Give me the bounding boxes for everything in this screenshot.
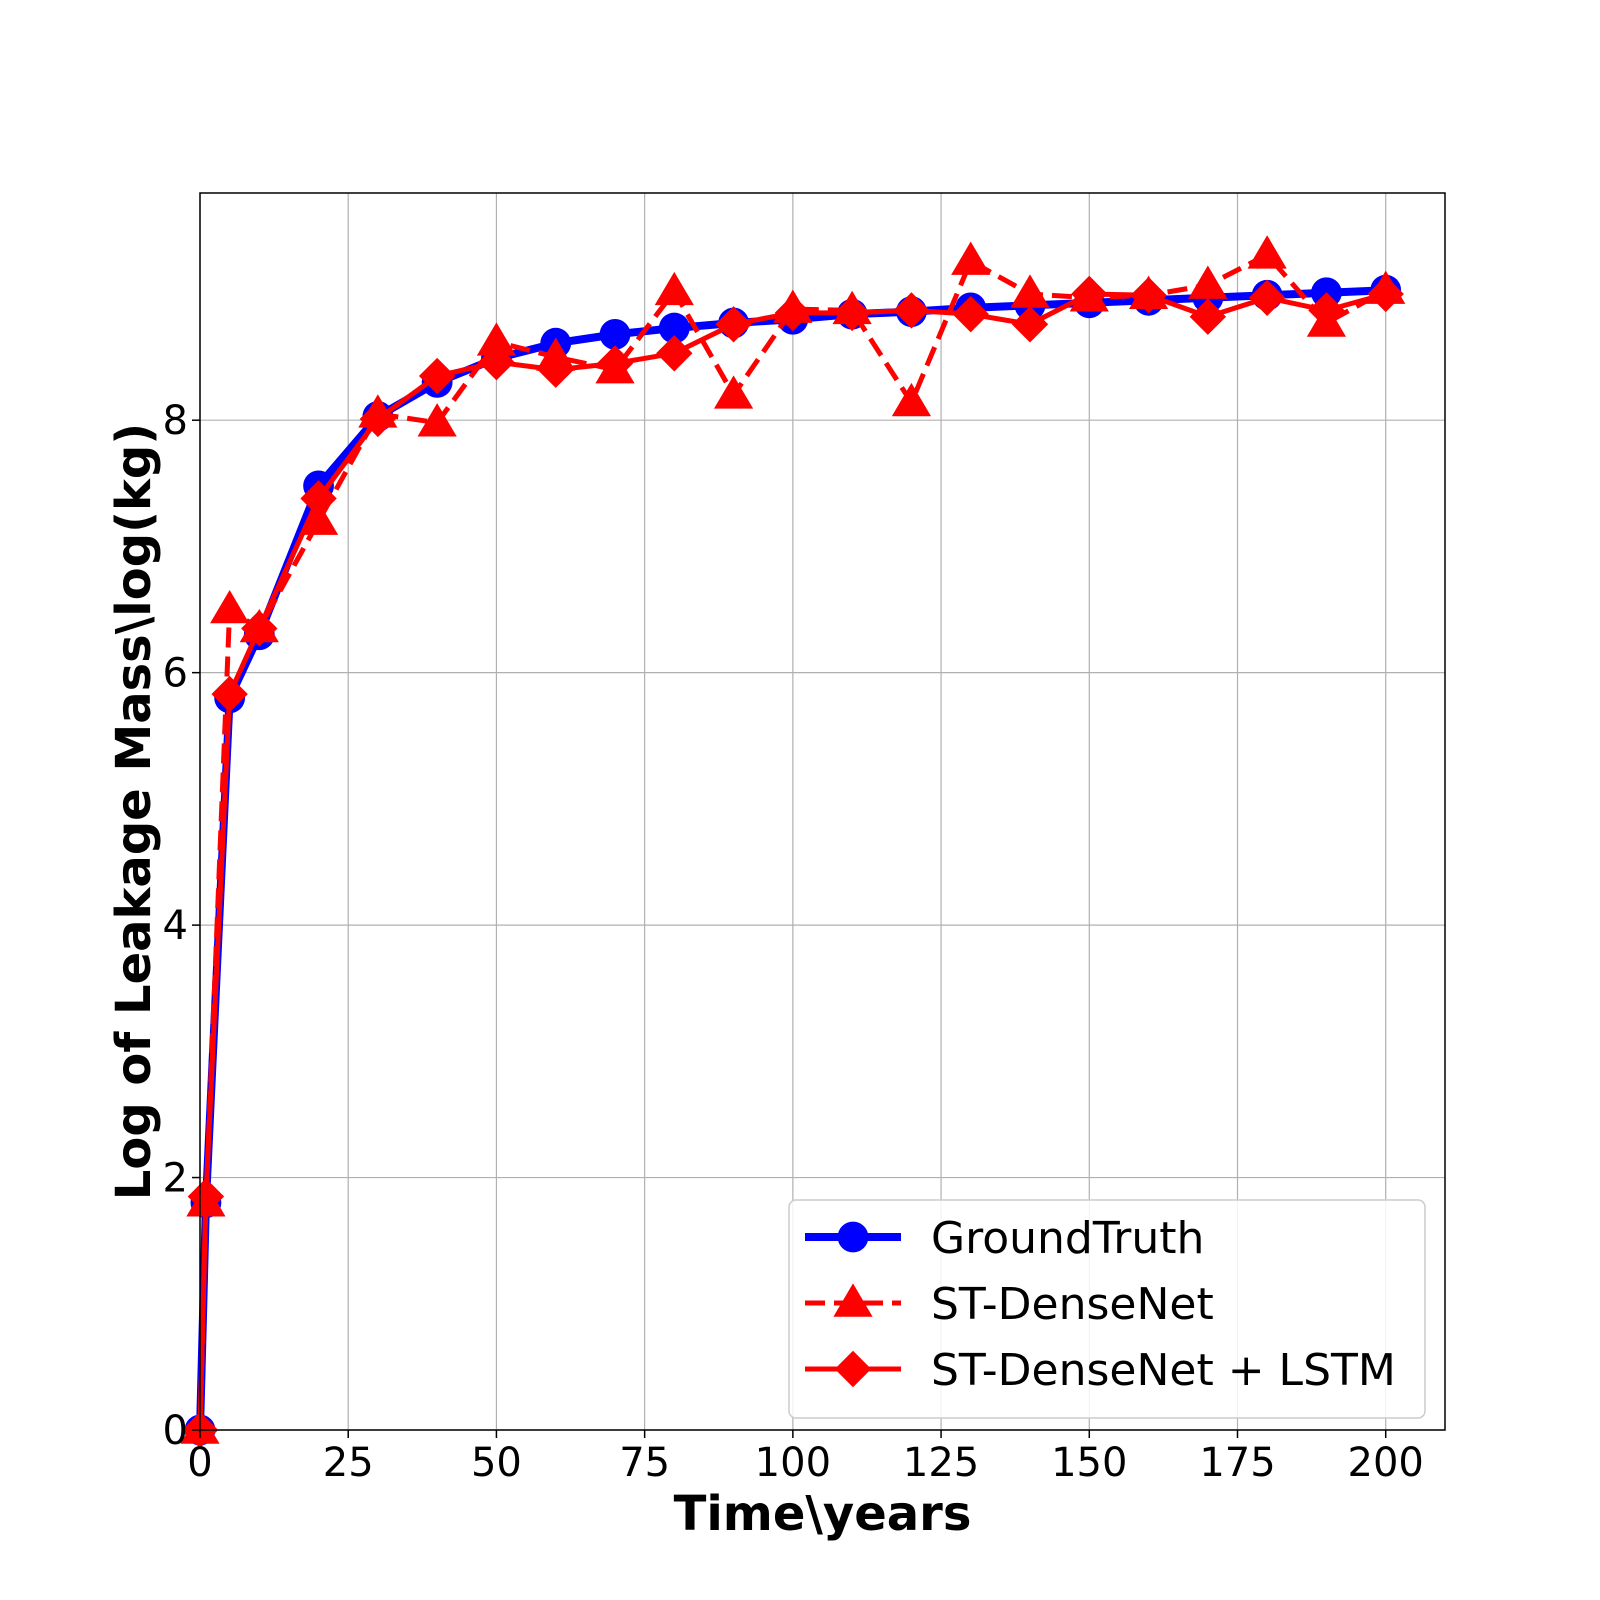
ticks: 0 25 50 75 100 125 150 175 200 0 2 4 6 8 xyxy=(163,398,1424,1486)
legend-item: ST-DenseNet xyxy=(805,1279,1214,1330)
data-point xyxy=(1247,235,1287,269)
data-point xyxy=(1011,306,1049,343)
legend-label: GroundTruth xyxy=(931,1213,1204,1264)
x-tick-label: 200 xyxy=(1348,1440,1424,1486)
data-point xyxy=(951,241,991,275)
data-point xyxy=(713,375,754,409)
y-axis-title: Log of Leakage Mass\log(kg) xyxy=(106,423,162,1200)
data-point xyxy=(891,382,932,417)
x-tick-label: 150 xyxy=(1051,1440,1127,1486)
legend-item: GroundTruth xyxy=(805,1213,1204,1264)
legend-marker xyxy=(834,1350,872,1388)
data-point xyxy=(656,335,693,372)
legend-label: ST-DenseNet xyxy=(931,1279,1214,1330)
y-tick-label: 4 xyxy=(163,903,188,949)
legend: GroundTruth ST-DenseNet ST-DenseNet + LSTM xyxy=(788,1199,1426,1419)
y-tick-label: 8 xyxy=(163,398,188,444)
data-point xyxy=(537,351,574,388)
data-point xyxy=(359,400,397,438)
data-point xyxy=(1130,277,1167,314)
x-tick-label: 50 xyxy=(471,1440,522,1486)
data-point xyxy=(241,610,278,647)
x-tick-label: 125 xyxy=(903,1440,979,1486)
series-layer xyxy=(180,235,1406,1449)
data-point xyxy=(596,345,634,382)
data-point xyxy=(476,322,517,356)
legend-marker xyxy=(837,1221,869,1253)
plot-frame xyxy=(199,192,1446,1431)
data-point xyxy=(599,318,631,350)
legend-item: ST-DenseNet + LSTM xyxy=(805,1345,1396,1396)
x-axis-title: Time\years xyxy=(674,1486,972,1542)
data-point xyxy=(1188,265,1228,299)
data-point xyxy=(1248,279,1286,316)
data-point xyxy=(1308,292,1345,329)
data-point xyxy=(478,343,515,381)
data-point xyxy=(1189,298,1227,335)
series-st-densenet-lstm xyxy=(181,275,1404,1449)
data-point xyxy=(187,1178,225,1215)
data-point xyxy=(1010,274,1050,308)
x-tick-label: 100 xyxy=(755,1440,831,1486)
data-point xyxy=(1367,275,1404,313)
grid xyxy=(199,193,1445,1431)
y-tick-label: 2 xyxy=(163,1156,188,1202)
data-point xyxy=(658,312,690,344)
data-point xyxy=(833,294,871,332)
legend-box xyxy=(788,1199,1426,1419)
y-tick-label: 6 xyxy=(163,651,188,697)
data-point xyxy=(418,357,456,395)
data-point xyxy=(417,403,457,437)
data-point xyxy=(298,501,339,535)
x-tick-label: 25 xyxy=(323,1440,374,1486)
x-tick-label: 175 xyxy=(1199,1440,1275,1486)
data-point xyxy=(654,271,694,306)
data-point xyxy=(1071,275,1108,313)
x-tick-label: 0 xyxy=(187,1440,212,1486)
data-point xyxy=(300,480,337,517)
legend-label: ST-DenseNet + LSTM xyxy=(931,1345,1396,1396)
x-tick-label: 75 xyxy=(619,1440,670,1486)
data-point xyxy=(210,589,250,624)
data-point xyxy=(893,292,930,329)
data-point xyxy=(211,675,248,713)
y-tick-label: 0 xyxy=(163,1408,188,1454)
data-point xyxy=(952,295,989,333)
data-point xyxy=(774,294,812,332)
data-point xyxy=(715,306,752,343)
legend-marker xyxy=(833,1283,873,1317)
